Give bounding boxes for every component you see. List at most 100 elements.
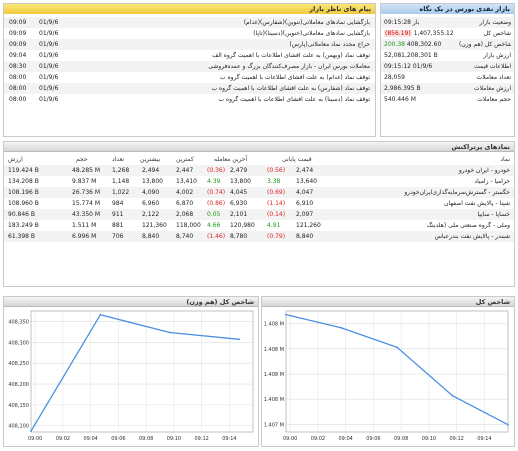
news-text: توقف نماد (شفارس) به علت افشای اطلاعات ب… [211,85,370,92]
cell-volume: 15.774 M [72,200,101,207]
cell-last-change: 4.66 [207,222,221,229]
cell-last-change: (0.86) [207,200,226,207]
market-summary-label: حجم معاملات [477,96,511,103]
cell-max: 2,122 [142,211,160,218]
cell-last-change: (0.74) [207,189,226,196]
cell-volume: 43.350 M [72,211,101,218]
cell-min: 8,740 [176,233,194,240]
cell-count: 881 [112,222,124,229]
equal-weight-chart-x-tick-label: 09:12 [194,436,208,442]
news-item[interactable]: 08:30 01/9/6 معاملات بورس ایران - بازار مص… [4,61,375,72]
news-item[interactable]: 09:09 01/9/6 بازگشایی نمادهای معاملاتی(تنو… [4,17,375,28]
cell-final-change: 3.38 [267,178,281,185]
news-text: توقف نماد (وبهمن) به علت افشای اطلاعات ب… [212,52,370,59]
news-time: 08:30 [9,63,27,70]
cell-last: 2,479 [230,167,248,174]
equal-weight-chart-data-point [30,430,32,432]
cell-max: 6,960 [142,200,160,207]
table-row[interactable]: 119.424 B 48.285 M 1,268 2,494 2,447 (0.36) 2,… [4,165,514,176]
table-row[interactable]: 134.208 B 9.837 M 1,148 13,800 13,410 4.39 13,… [4,176,514,187]
news-time: 08:00 [9,96,27,103]
news-item[interactable]: 09:09 01/9/6 حراج مجدد نماد معاملاتی(پارس) [4,39,375,50]
market-summary-row: 52,081,208,301 B ارزش بازار [381,50,514,61]
cell-final: 6,910 [296,200,314,207]
market-summary-label: تعداد معاملات [476,74,511,81]
cell-last-change: 0.05 [207,211,221,218]
market-summary-value: (856.19) 1,407,355.12 [384,30,454,37]
cell-max: 2,494 [142,167,160,174]
news-title: پیام های ناظر بازار [309,5,371,13]
cell-final: 2,097 [296,211,314,218]
cell-symbol: خزامیا - زامیاد [474,178,510,185]
news-item[interactable]: 09:09 01/9/6 بازگشایی نمادهای معاملاتی(خنو… [4,28,375,39]
market-summary-label: اطلاعات قیمت [473,63,511,70]
cell-final-change: (0.14) [267,211,286,218]
cell-volume: 1.511 M [72,222,97,229]
equal-weight-chart-data-point [168,331,171,334]
top-traded-header: نمادهای پرتراکنش [4,142,514,152]
market-summary-value: 2,986.395 B [384,85,421,92]
news-item[interactable]: 09:04 01/9/6 توقف نماد (وبهمن) به علت افشا… [4,50,375,61]
cell-min: 13,410 [176,178,197,185]
equal-weight-index-chart: 408,100 408,150 408,200 408,250 408,300 408,3… [8,310,254,442]
table-row[interactable]: 108.196 B 26.736 M 1,022 4,090 4,002 (0.74) 4,… [4,187,514,198]
market-summary-row: 540.446 M حجم معاملات [381,94,514,105]
total-index-chart-plot-area [285,310,509,433]
cell-symbol: خساپا - سایپا [477,211,510,218]
market-summary-label: ارزش معاملات [473,85,511,92]
equal-weight-chart-x-tick-label: 09:10 [167,436,181,442]
table-row[interactable]: 108.960 B 15.774 M 984 6,960 6,870 (0.86) 6,93… [4,198,514,209]
news-date: 01/9/6 [39,96,59,103]
market-summary-row: 200.38 408,302.60 شاخص کل (هم وزن) [381,39,514,50]
cell-final: 8,840 [296,233,314,240]
news-date: 01/9/6 [39,30,59,37]
total-index-chart-data-point [507,423,509,426]
market-summary-change: 200.38 [384,41,405,48]
cell-max: 4,090 [142,189,160,196]
equal-weight-chart-y-tick-label: 408,250 [8,361,29,367]
col-header-symbol: نماد [500,156,510,163]
equal-weight-chart-header: شاخص کل (هم وزن) [4,297,258,307]
col-header-value: ارزش [8,156,23,163]
total-index-chart-x-tick-label: 09:12 [449,436,463,442]
news-header: پیام های ناظر بازار [4,4,375,14]
col-header-final: قیمت پایانی [282,156,312,163]
news-item[interactable]: 08:00 01/9/6 توقف نماد (شفارس) به علت افشا… [4,83,375,94]
equal-weight-chart-x-tick-label: 09:00 [28,436,42,442]
news-text: توقف نماد (غدام) به علت افشای اطلاعات با… [219,74,370,81]
market-summary-list: باز 09:15:28 وضعیت بازار (856.19) 1,407,35… [381,14,514,136]
cell-value: 108.960 B [8,200,39,207]
market-summary-label: ارزش بازار [483,52,511,59]
cell-min: 118,000 [176,222,201,229]
cell-count: 1,148 [112,178,130,185]
market-summary-value: 52,081,208,301 B [384,52,438,59]
news-item[interactable]: 08:00 01/9/6 توقف نماد (دسینا) به علت افشا… [4,94,375,105]
equal-weight-index-chart-panel: شاخص کل (هم وزن) 408,100 408,150 408,200 40… [3,296,259,447]
cell-value: 61.398 B [8,233,36,240]
news-time: 09:09 [9,19,27,26]
table-row[interactable]: 183.249 B 1.511 M 881 121,360 118,000 4.66 120… [4,220,514,231]
equal-weight-chart-y-tick-label: 408,200 [8,382,29,388]
cell-symbol: شپنا - پالایش نفت اصفهان [444,200,510,207]
news-date: 01/9/6 [39,74,59,81]
equal-weight-chart-x-tick-label: 09:14 [222,436,236,442]
market-summary-header: بازار نقدی بورس در یک نگاه [381,4,514,14]
col-header-last: آخرین معامله [214,156,248,163]
market-summary-value: باز 09:15:28 [384,19,420,26]
market-summary-row: باز 09:15:28 وضعیت بازار [381,17,514,28]
equal-weight-chart-y-tick-label: 408,150 [8,403,29,409]
news-time: 08:00 [9,74,27,81]
equal-weight-chart-data-point [238,338,241,341]
cell-volume: 9.837 M [72,178,97,185]
cell-last: 8,780 [230,233,248,240]
table-row[interactable]: 61.398 B 6.996 M 706 8,840 8,740 (1.46) 8,780 (… [4,231,514,242]
news-item[interactable]: 08:00 01/9/6 توقف نماد (غدام) به علت افشای… [4,72,375,83]
table-row[interactable]: 90.846 B 43.350 M 911 2,122 2,068 0.05 2,101 (0… [4,209,514,220]
news-time: 09:09 [9,30,27,37]
market-summary-title: بازار نقدی بورس در یک نگاه [419,5,510,13]
market-summary-value: 09:15:12 01/9/6 [384,63,433,70]
cell-last: 120,980 [230,222,255,229]
cell-final-change: (0.56) [267,167,286,174]
total-index-chart-x-tick-label: 09:10 [422,436,436,442]
equal-weight-chart-x-tick-label: 09:04 [83,436,97,442]
